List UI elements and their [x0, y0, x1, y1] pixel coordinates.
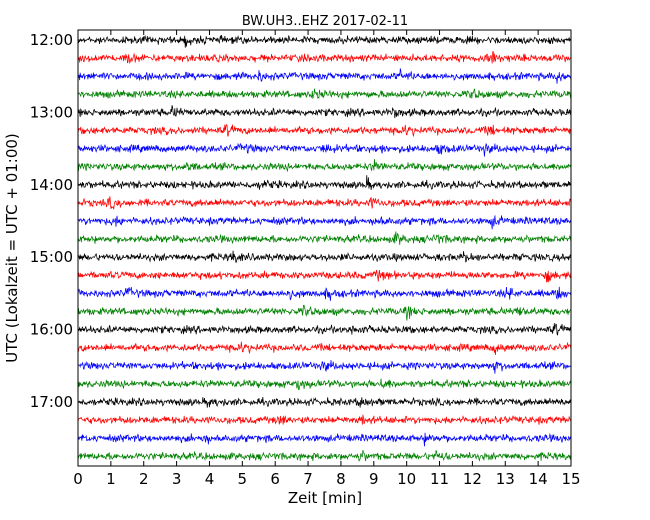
y-tick-label: 16:00 [30, 321, 73, 339]
x-tick-label: 10 [397, 470, 416, 488]
trace-1315 [78, 124, 571, 138]
x-tick-label: 0 [73, 470, 83, 488]
trace-1545 [78, 304, 571, 321]
trace-1345 [78, 159, 571, 173]
trace-1500 [78, 250, 571, 263]
trace-1400 [78, 175, 571, 190]
trace-1430 [78, 215, 571, 230]
y-axis-title: UTC (Lokalzeit = UTC + 01:00) [3, 133, 21, 363]
y-axis: 12:00 13:00 14:00 15:00 16:00 17:00 [30, 31, 571, 411]
x-tick-label: 13 [496, 470, 515, 488]
trace-1615 [78, 341, 571, 355]
y-tick-label: 13:00 [30, 103, 73, 121]
trace-group [78, 35, 571, 462]
x-tick-label: 4 [205, 470, 215, 488]
trace-1515 [78, 269, 571, 283]
chart-title: BW.UH3..EHZ 2017-02-11 [242, 14, 408, 29]
x-axis: 0 1 2 3 4 5 6 7 8 9 10 11 12 13 14 15 [73, 30, 581, 488]
trace-1300 [78, 105, 571, 119]
x-axis-title: Zeit [min] [288, 489, 362, 507]
trace-1745 [78, 449, 571, 462]
x-tick-label: 8 [336, 470, 346, 488]
x-tick-label: 1 [106, 470, 116, 488]
trace-1415 [78, 196, 571, 210]
trace-1700 [78, 396, 571, 408]
x-tick-label: 2 [139, 470, 149, 488]
trace-1200 [78, 35, 571, 48]
y-tick-label: 12:00 [30, 31, 73, 49]
y-tick-label: 15:00 [30, 248, 73, 266]
trace-1245 [78, 88, 571, 100]
trace-1645 [78, 378, 571, 390]
trace-1330 [78, 142, 571, 157]
x-tick-label: 14 [529, 470, 548, 488]
trace-1230 [78, 68, 571, 84]
x-tick-label: 11 [430, 470, 449, 488]
y-tick-label: 14:00 [30, 176, 73, 194]
plot-frame [77, 29, 572, 467]
trace-1530 [78, 286, 571, 301]
x-tick-label: 6 [270, 470, 280, 488]
x-tick-label: 7 [303, 470, 313, 488]
trace-1600 [78, 323, 571, 336]
trace-1445 [78, 231, 571, 245]
x-tick-label: 15 [561, 470, 580, 488]
trace-1730 [78, 432, 571, 447]
x-tick-label: 9 [369, 470, 379, 488]
trace-1715 [78, 414, 571, 425]
trace-1630 [78, 360, 571, 374]
x-tick-label: 12 [463, 470, 482, 488]
x-tick-label: 5 [238, 470, 248, 488]
trace-1215 [78, 51, 571, 65]
y-tick-label: 17:00 [30, 393, 73, 411]
x-tick-label: 3 [172, 470, 182, 488]
